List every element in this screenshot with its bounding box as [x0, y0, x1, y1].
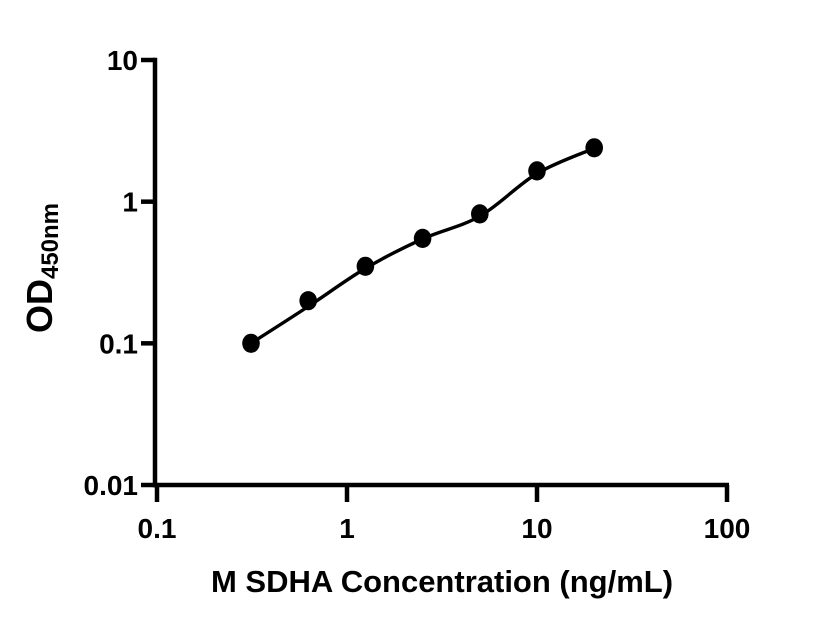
data-point — [356, 256, 375, 276]
y-axis-title-main: OD — [19, 279, 60, 333]
data-point — [413, 228, 432, 248]
x-tick-label: 10 — [521, 513, 552, 544]
x-tick-label: 1 — [339, 513, 355, 544]
x-axis-title: M SDHA Concentration (ng/mL) — [211, 564, 673, 599]
data-point — [528, 161, 546, 181]
x-tick-label: 0.1 — [138, 513, 177, 544]
y-axis-title-sub: 450nm — [37, 203, 64, 279]
y-tick-label: 0.01 — [84, 470, 139, 501]
y-tick-label: 1 — [122, 187, 138, 218]
y-axis-title: OD450nm — [19, 203, 64, 333]
data-point — [471, 204, 489, 224]
y-tick-label: 10 — [107, 45, 138, 76]
x-tick-label: 100 — [704, 513, 751, 544]
data-point — [585, 138, 603, 158]
y-tick-label: 0.1 — [99, 328, 138, 359]
data-point — [299, 291, 318, 311]
data-point — [242, 333, 260, 353]
